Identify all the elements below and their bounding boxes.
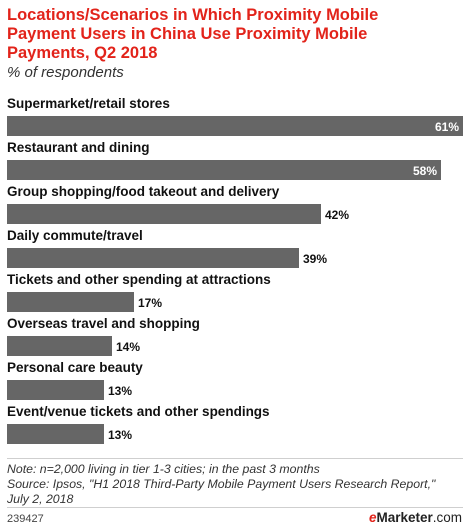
category-label: Personal care beauty [7,360,143,375]
bar [7,116,463,136]
bar [7,292,134,312]
bar [7,160,441,180]
category-label: Supermarket/retail stores [7,96,170,111]
brand-suffix: .com [432,510,462,525]
chart-id: 239427 [7,513,44,525]
category-label: Restaurant and dining [7,140,150,155]
brand-e: e [368,510,377,525]
value-label: 39% [303,252,327,266]
bar [7,248,299,268]
category-label: Event/venue tickets and other spendings [7,404,270,419]
chart-subtitle: % of respondents [7,64,124,81]
category-label: Overseas travel and shopping [7,316,200,331]
chart-notes: Note: n=2,000 living in tier 1-3 cities;… [7,462,447,507]
value-label: 58% [413,164,437,178]
brand-name: Marketer [376,510,433,525]
category-label: Tickets and other spending at attraction… [7,272,271,287]
source-text: Source: Ipsos, "H1 2018 Third-Party Mobi… [7,477,436,506]
emarketer-logo: eMarketer.com [369,510,462,525]
bar [7,204,321,224]
chart-title: Locations/Scenarios in Which Proximity M… [7,6,379,62]
value-label: 61% [435,120,459,134]
value-label: 13% [108,384,132,398]
category-label: Group shopping/food takeout and delivery [7,184,280,199]
footer-divider-bottom [7,507,463,508]
value-label: 17% [138,296,162,310]
value-label: 14% [116,340,140,354]
bar [7,424,104,444]
value-label: 13% [108,428,132,442]
bar-chart: Supermarket/retail stores 61% Restaurant a… [7,96,463,444]
value-label: 42% [325,208,349,222]
footer-divider-top [7,458,463,459]
note-text: Note: n=2,000 living in tier 1-3 cities;… [7,462,320,476]
bar [7,336,112,356]
category-label: Daily commute/travel [7,228,143,243]
bar [7,380,104,400]
